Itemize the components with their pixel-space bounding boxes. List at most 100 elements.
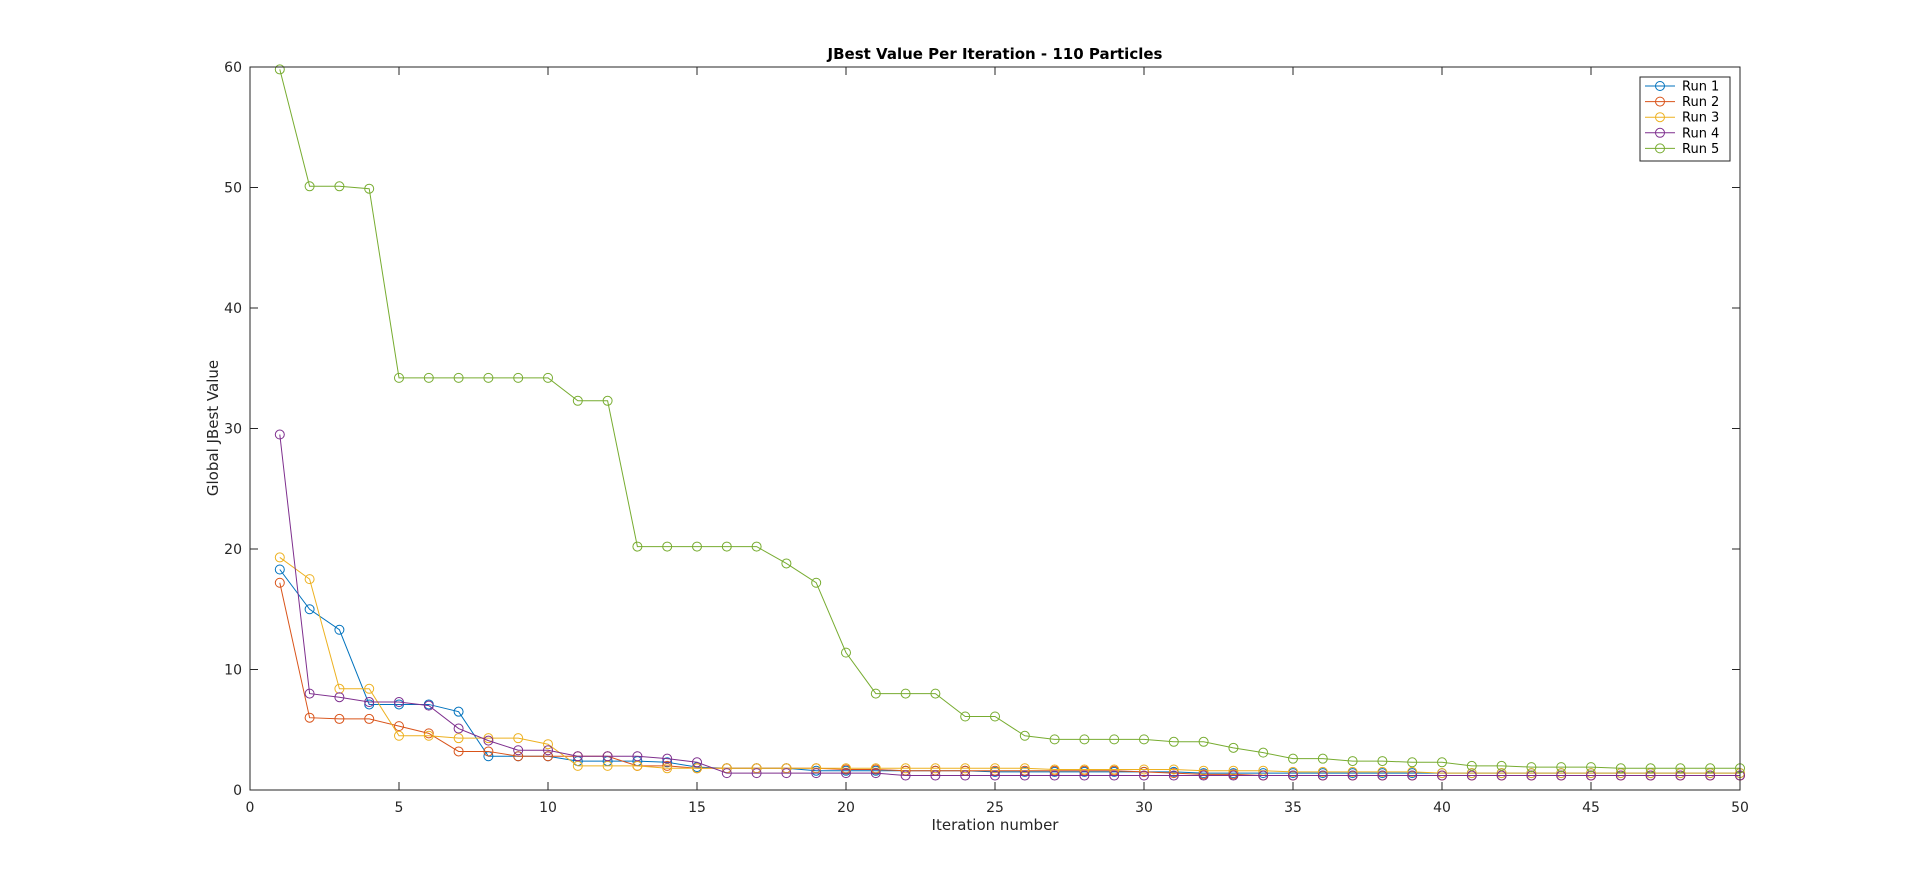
data-point [543, 751, 553, 762]
data-point [811, 765, 822, 776]
data-point [572, 395, 583, 406]
y-tick-label: 0 [233, 783, 242, 799]
data-point [513, 733, 524, 744]
data-point [513, 372, 524, 383]
data-point [423, 700, 434, 711]
legend-label: Run 3 [1682, 111, 1719, 126]
x-tick-label: 15 [688, 800, 706, 816]
data-point [662, 757, 673, 768]
data-series [274, 64, 1745, 781]
data-point [1645, 763, 1656, 774]
data-point [1317, 766, 1328, 777]
data-point [602, 751, 613, 762]
plot-area [250, 67, 1740, 790]
x-tick-label: 5 [395, 800, 404, 816]
data-point [1437, 757, 1447, 768]
data-point [811, 768, 822, 779]
data-point [692, 757, 702, 768]
data-point [1317, 770, 1328, 781]
data-point [1466, 770, 1477, 781]
data-point [1288, 753, 1298, 764]
data-point [543, 739, 553, 750]
data-point [1586, 762, 1596, 773]
x-tick-label: 25 [986, 800, 1004, 816]
axis-ticks: 0 5 10 15 20 25 30 35 40 45 50 0 10 20 30 40 50 60 [224, 60, 1749, 816]
data-point [423, 730, 434, 741]
data-point [513, 751, 524, 762]
legend-marker [1655, 81, 1665, 91]
data-point [304, 688, 315, 699]
legend-label: Run 5 [1682, 142, 1719, 157]
data-point [841, 768, 851, 779]
data-point [483, 735, 494, 746]
data-point [1168, 768, 1179, 779]
y-tick-label: 40 [224, 301, 242, 317]
data-point [1258, 768, 1269, 779]
data-point [1407, 770, 1418, 781]
y-tick-label: 10 [224, 663, 242, 679]
data-point [1556, 762, 1567, 773]
data-point [632, 760, 643, 771]
data-point [423, 728, 434, 739]
data-point [870, 688, 881, 699]
x-tick-label: 20 [837, 800, 855, 816]
data-point [364, 183, 375, 194]
data-point [1049, 764, 1060, 775]
legend-marker [1655, 112, 1665, 123]
data-point [1228, 742, 1239, 753]
data-point [1586, 768, 1596, 779]
y-tick-label: 50 [224, 181, 242, 197]
data-point [1019, 763, 1030, 774]
data-point [483, 746, 494, 757]
data-point [960, 763, 971, 774]
data-point [1347, 770, 1358, 781]
data-point [1496, 760, 1507, 771]
data-point [513, 745, 524, 756]
data-point [1526, 770, 1537, 781]
data-point [334, 624, 345, 635]
data-point [364, 699, 375, 710]
data-point [543, 372, 553, 383]
data-point [990, 763, 1000, 774]
data-point [274, 577, 285, 588]
data-point [930, 770, 941, 781]
y-tick-label: 30 [224, 422, 242, 438]
data-point [1168, 770, 1179, 781]
legend-item: Run 2 [1645, 95, 1719, 110]
data-point [543, 745, 553, 756]
x-tick-label: 50 [1731, 800, 1749, 816]
data-point [1139, 770, 1149, 781]
data-point [751, 768, 762, 779]
data-point [662, 760, 673, 771]
data-point [453, 733, 464, 744]
data-point [1407, 757, 1418, 768]
data-point [1168, 764, 1179, 775]
data-point [1586, 770, 1596, 781]
data-point [1437, 768, 1447, 779]
data-point [1377, 766, 1388, 777]
data-point [483, 733, 494, 744]
data-point [364, 713, 375, 724]
data-point [1675, 770, 1686, 781]
data-point [1258, 770, 1269, 781]
data-point [781, 768, 792, 779]
data-point [1049, 734, 1060, 745]
data-point [990, 711, 1000, 722]
data-point [1198, 736, 1209, 747]
y-tick-label: 20 [224, 542, 242, 558]
data-point [274, 64, 285, 75]
data-point [930, 688, 941, 699]
data-point [1496, 768, 1507, 779]
plot-frame [249, 66, 1741, 791]
data-point [1288, 766, 1298, 777]
data-point [781, 558, 792, 569]
chart-title: JBest Value Per Iteration - 110 Particle… [827, 45, 1163, 63]
data-point [602, 760, 613, 771]
data-point [274, 429, 285, 440]
data-point [304, 712, 315, 723]
data-point [1139, 734, 1149, 745]
data-point [900, 763, 911, 774]
data-point [1705, 763, 1716, 774]
x-tick-label: 40 [1433, 800, 1451, 816]
data-point [364, 697, 375, 708]
